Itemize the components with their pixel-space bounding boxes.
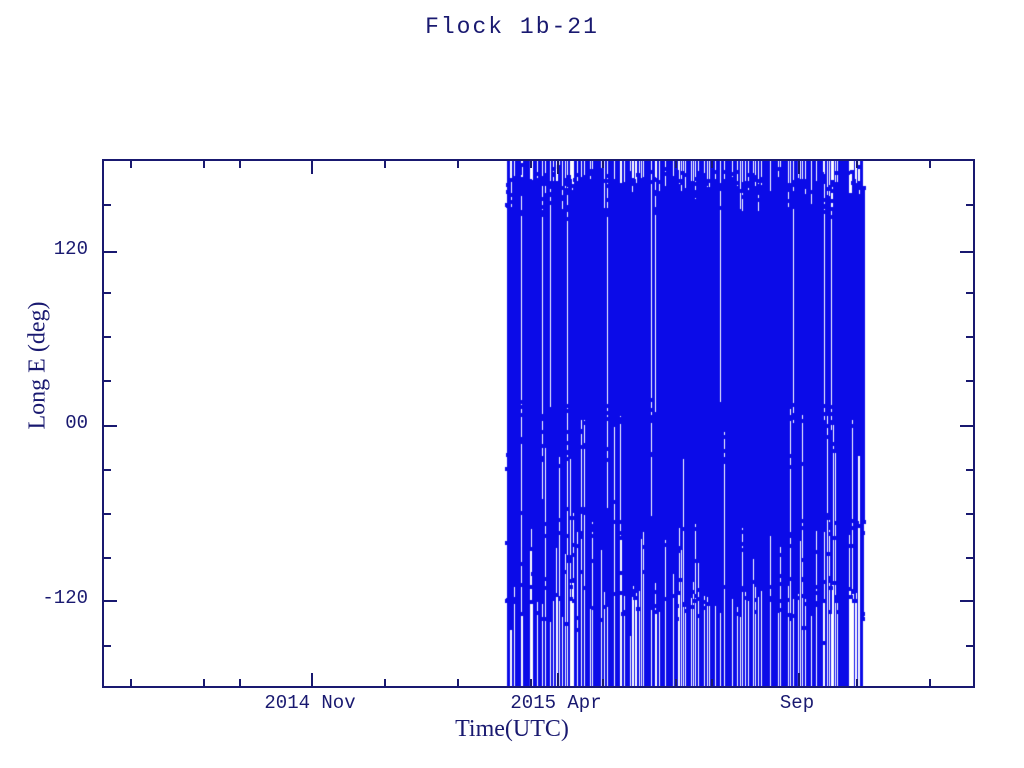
x-major-tick-2 xyxy=(798,161,800,174)
x-minor-tick-10 xyxy=(929,161,931,168)
scatter-plot-data xyxy=(104,161,973,686)
x-minor-tick-8 xyxy=(711,161,713,168)
y-minor-tick-7 xyxy=(966,644,973,647)
y-minor-tick-4 xyxy=(966,468,973,471)
y-minor-tick-5 xyxy=(966,512,973,515)
y-minor-tick-2 xyxy=(966,336,973,339)
y-major-tick-2 xyxy=(960,600,973,602)
y-minor-tick-2 xyxy=(104,336,111,339)
x-minor-tick-5 xyxy=(530,679,532,686)
x-minor-tick-9 xyxy=(856,161,858,168)
y-axis-title: Long E (deg) xyxy=(24,301,51,430)
y-tick-label-0: 120 xyxy=(53,238,88,260)
x-minor-tick-7 xyxy=(675,161,677,168)
y-minor-tick-6 xyxy=(104,556,111,559)
y-minor-tick-0 xyxy=(104,204,111,207)
x-minor-tick-9 xyxy=(856,679,858,686)
y-major-tick-2 xyxy=(104,600,117,602)
y-major-tick-1 xyxy=(960,425,973,427)
x-major-tick-1 xyxy=(557,161,559,174)
x-minor-tick-7 xyxy=(675,679,677,686)
x-major-tick-2 xyxy=(798,673,800,686)
y-minor-tick-6 xyxy=(966,556,973,559)
x-minor-tick-6 xyxy=(602,679,604,686)
x-minor-tick-4 xyxy=(457,161,459,168)
x-minor-tick-0 xyxy=(130,679,132,686)
y-minor-tick-1 xyxy=(966,292,973,295)
x-minor-tick-6 xyxy=(602,161,604,168)
x-axis-title: Time(UTC) xyxy=(455,716,569,742)
x-minor-tick-3 xyxy=(384,679,386,686)
x-minor-tick-2 xyxy=(239,161,241,168)
x-tick-label-1: 2015 Apr xyxy=(510,692,602,714)
x-minor-tick-8 xyxy=(711,679,713,686)
y-minor-tick-0 xyxy=(966,204,973,207)
y-minor-tick-3 xyxy=(104,380,111,383)
y-major-tick-1 xyxy=(104,425,117,427)
y-minor-tick-5 xyxy=(104,512,111,515)
x-major-tick-0 xyxy=(311,161,313,174)
y-tick-label-2: -120 xyxy=(42,587,88,609)
y-major-tick-0 xyxy=(104,251,117,253)
y-minor-tick-4 xyxy=(104,468,111,471)
x-minor-tick-0 xyxy=(130,161,132,168)
x-minor-tick-1 xyxy=(203,679,205,686)
x-tick-label-2: Sep xyxy=(779,692,815,714)
x-minor-tick-10 xyxy=(929,679,931,686)
y-tick-label-1: 00 xyxy=(65,412,88,434)
plot-frame xyxy=(102,159,975,688)
y-major-tick-0 xyxy=(960,251,973,253)
x-major-tick-0 xyxy=(311,673,313,686)
x-minor-tick-3 xyxy=(384,161,386,168)
x-minor-tick-4 xyxy=(457,679,459,686)
x-major-tick-1 xyxy=(557,673,559,686)
page-title: Flock 1b-21 xyxy=(425,14,599,40)
x-minor-tick-2 xyxy=(239,679,241,686)
x-minor-tick-1 xyxy=(203,161,205,168)
y-minor-tick-7 xyxy=(104,644,111,647)
y-minor-tick-1 xyxy=(104,292,111,295)
x-tick-label-0: 2014 Nov xyxy=(264,692,356,714)
y-minor-tick-3 xyxy=(966,380,973,383)
x-minor-tick-5 xyxy=(530,161,532,168)
